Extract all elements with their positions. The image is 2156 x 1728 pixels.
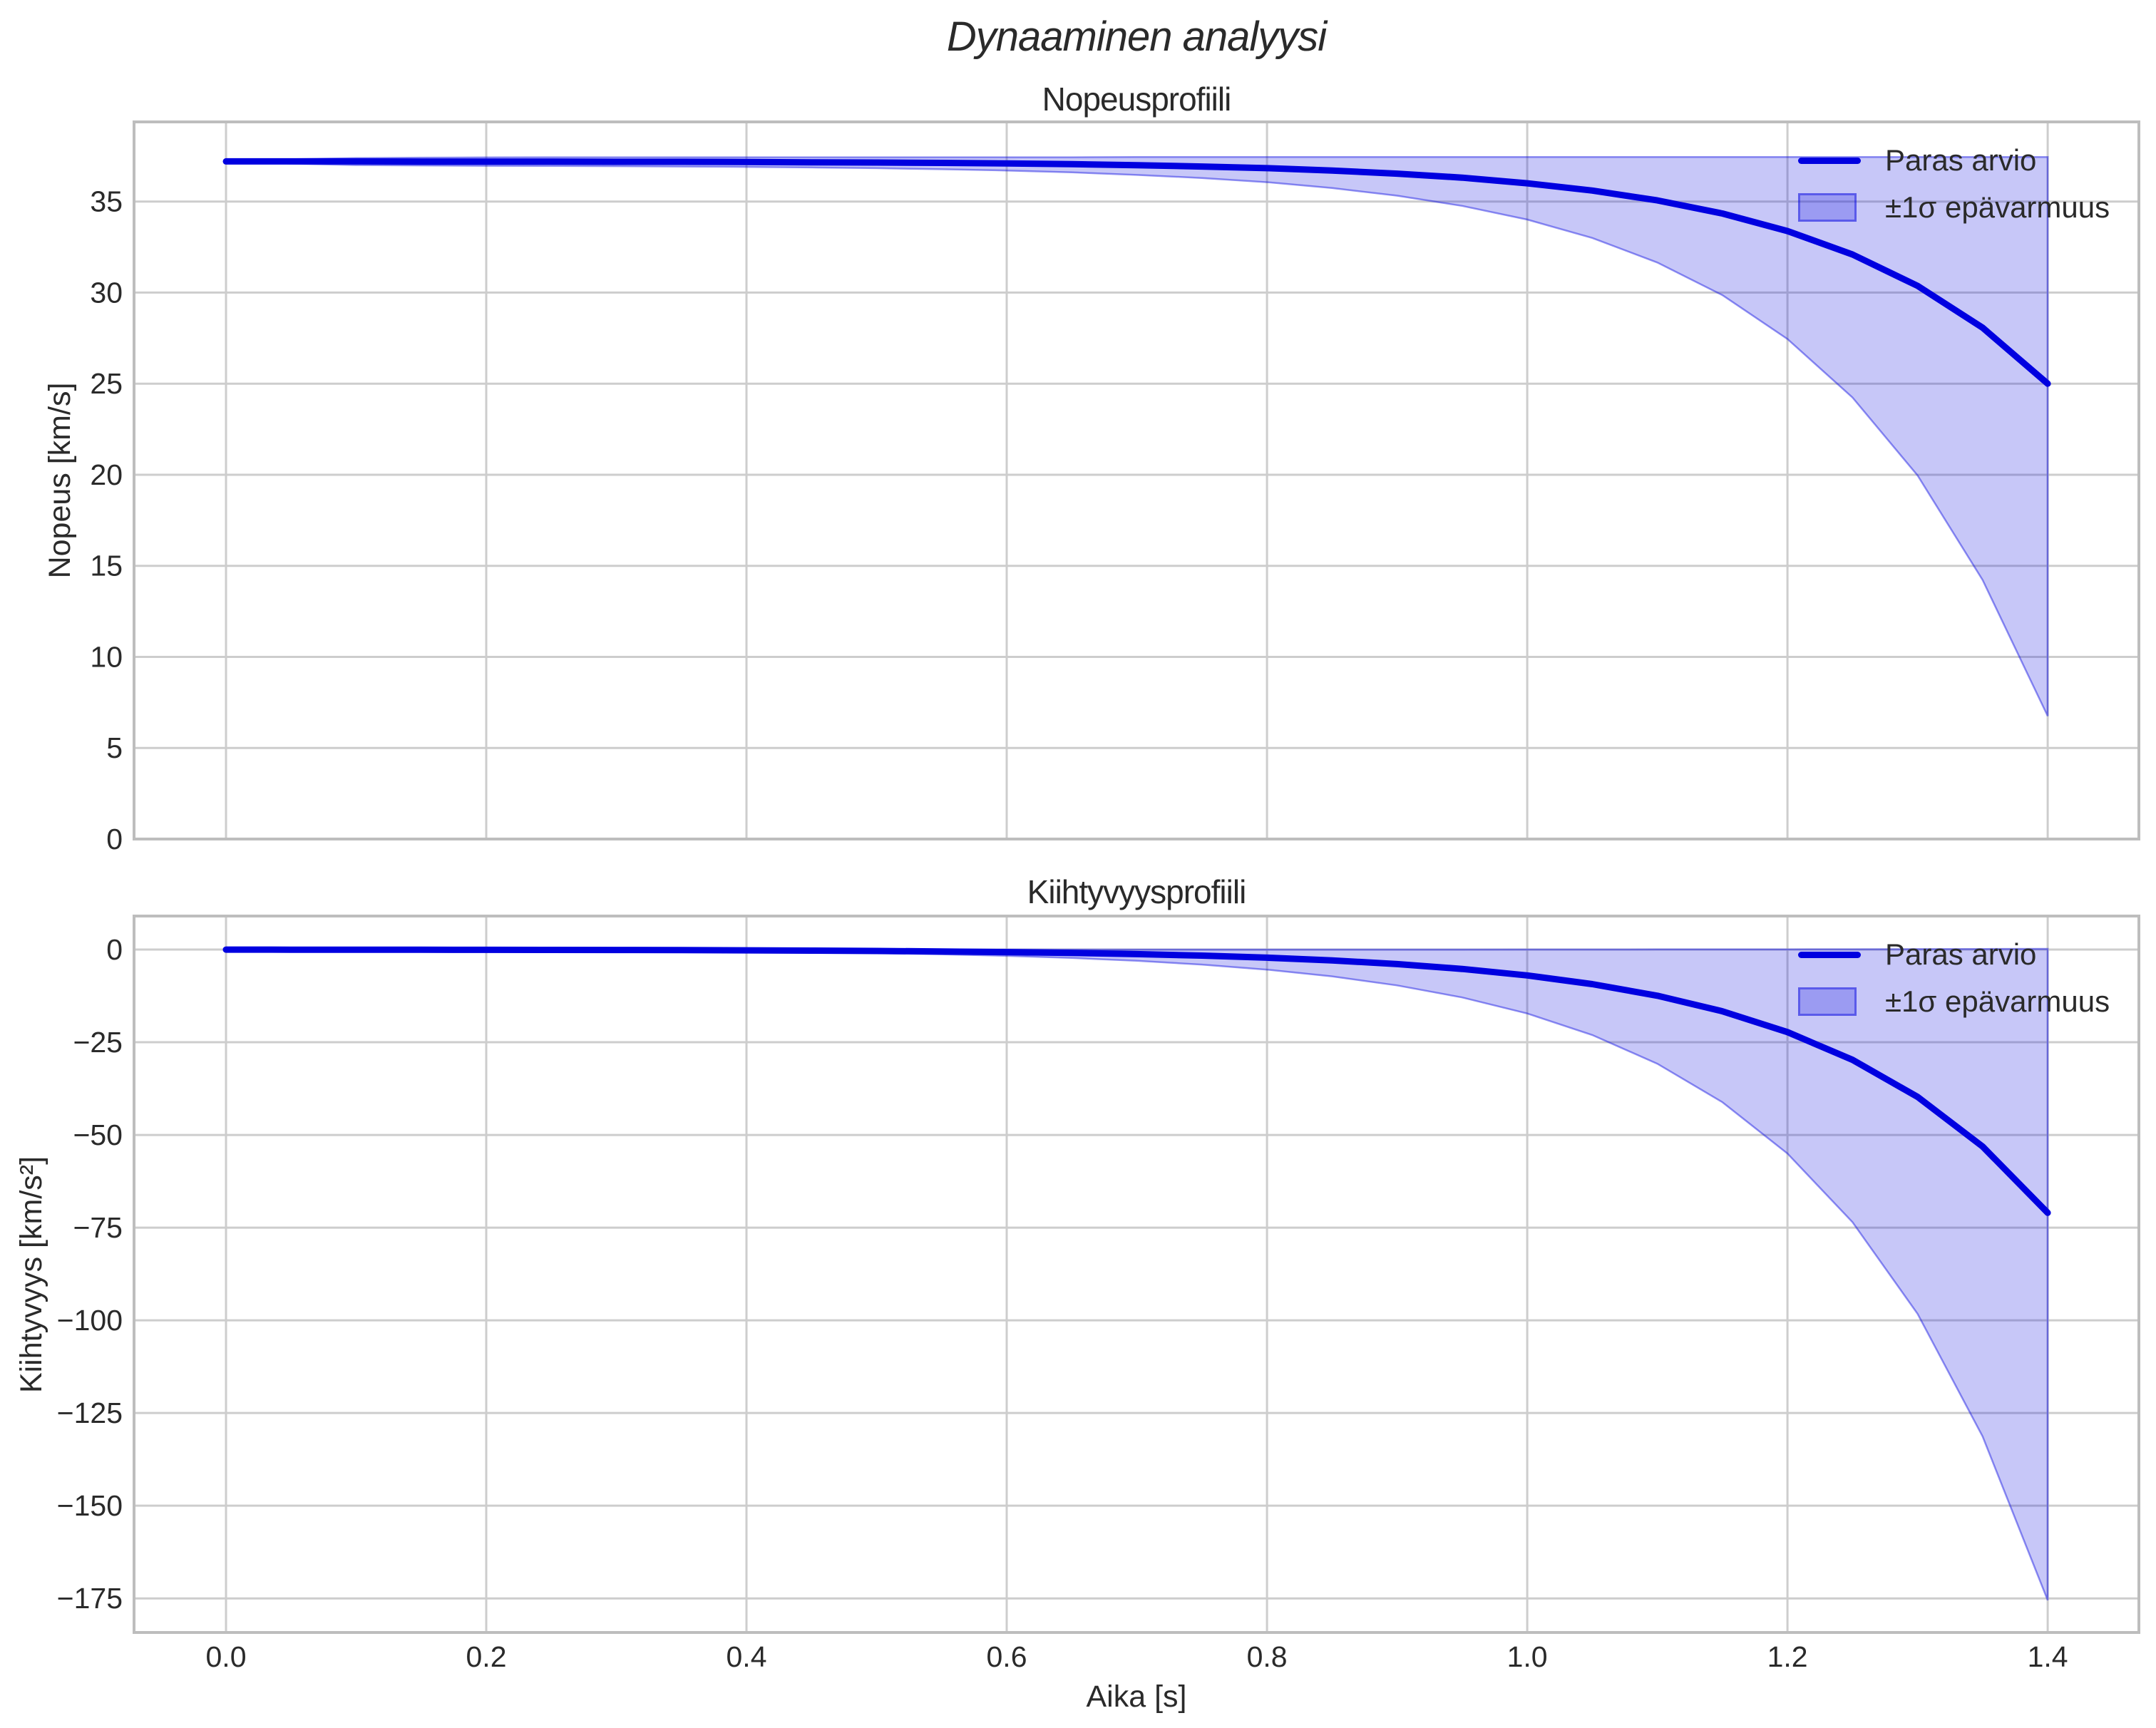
figure-suptitle: Dynaaminen analyysi (946, 14, 1327, 60)
legend-item-uncertainty: ±1σ epävarmuus (1798, 982, 2110, 1021)
velocity-y-axis-label: Nopeus [km/s] (43, 382, 77, 579)
y-tick-label: 10 (90, 641, 123, 674)
acceleration-chart-title: Kiihtyvyysprofiili (1027, 873, 1247, 910)
legend-label: Paras arvio (1885, 937, 2037, 971)
y-tick-label: 0 (106, 933, 123, 966)
x-tick-label: 1.2 (1767, 1640, 1808, 1673)
x-tick-label: 0.8 (1247, 1640, 1288, 1673)
legend-label: Paras arvio (1885, 143, 2037, 177)
x-tick-label: 1.4 (2028, 1640, 2068, 1673)
y-tick-label: −50 (73, 1118, 123, 1151)
line-swatch-icon (1798, 951, 1861, 958)
y-tick-label: −100 (57, 1304, 123, 1337)
x-tick-label: 0.6 (987, 1640, 1027, 1673)
acceleration-y-axis-label: Kiihtyvyys [km/s²] (14, 1156, 48, 1394)
axes-frame (133, 915, 2140, 1634)
y-tick-label: 15 (90, 550, 123, 582)
x-tick-label: 0.4 (727, 1640, 767, 1673)
band-swatch-icon (1798, 193, 1857, 222)
y-tick-label: 5 (106, 731, 123, 764)
y-tick-label: −150 (57, 1489, 123, 1522)
legend-label: ±1σ epävarmuus (1885, 190, 2110, 224)
axes-frame (133, 120, 2140, 840)
legend-label: ±1σ epävarmuus (1885, 984, 2110, 1018)
velocity-legend: Paras arvio ±1σ epävarmuus (1798, 141, 2110, 227)
x-axis-label: Aika [s] (1086, 1680, 1187, 1714)
x-tick-label: 0.2 (466, 1640, 507, 1673)
y-tick-label: −25 (73, 1026, 123, 1059)
best-estimate-line (222, 946, 2051, 1216)
y-tick-label: −125 (57, 1397, 123, 1429)
velocity-chart-title: Nopeusprofiili (1042, 81, 1232, 118)
uncertainty-band (225, 156, 2049, 717)
y-tick-label: 0 (106, 823, 123, 855)
y-tick-label: 25 (90, 367, 123, 400)
best-estimate-line (222, 158, 2051, 387)
line-swatch-icon (1798, 157, 1861, 164)
legend-item-uncertainty: ±1σ epävarmuus (1798, 188, 2110, 227)
uncertainty-band (225, 947, 2049, 1601)
y-tick-label: −75 (73, 1211, 123, 1244)
x-tick-label: 0.0 (206, 1640, 247, 1673)
legend-item-best-estimate: Paras arvio (1798, 141, 2110, 180)
y-tick-label: 30 (90, 276, 123, 309)
y-tick-label: 20 (90, 458, 123, 491)
y-tick-label: −175 (57, 1582, 123, 1615)
y-tick-label: 35 (90, 185, 123, 218)
acceleration-legend: Paras arvio ±1σ epävarmuus (1798, 935, 2110, 1021)
legend-item-best-estimate: Paras arvio (1798, 935, 2110, 974)
band-swatch-icon (1798, 987, 1857, 1016)
x-tick-label: 1.0 (1507, 1640, 1548, 1673)
